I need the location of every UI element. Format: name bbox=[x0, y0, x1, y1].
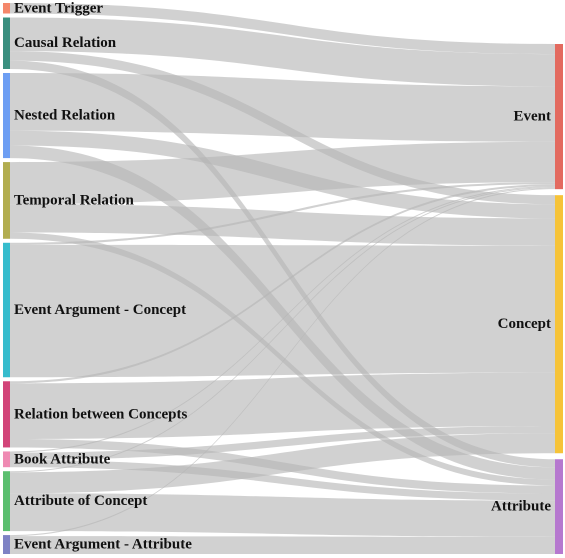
source-label-event-trigger: Event Trigger bbox=[14, 0, 103, 16]
source-node-causal-relation bbox=[3, 17, 10, 69]
target-label-attribute: Attribute bbox=[491, 499, 551, 515]
sankey-labels: Event Trigger Causal Relation Nested Relat… bbox=[14, 0, 551, 552]
target-node-concept bbox=[555, 195, 563, 454]
link-relation-between-concepts-to-concept bbox=[10, 372, 555, 440]
source-node-event-argument-attribute bbox=[3, 535, 10, 554]
target-label-concept: Concept bbox=[498, 316, 551, 332]
link-attribute-of-concept-to-attribute bbox=[10, 493, 555, 537]
source-label-event-argument-concept: Event Argument - Concept bbox=[14, 302, 186, 318]
source-label-book-attribute: Book Attribute bbox=[14, 451, 111, 467]
source-node-attribute-of-concept bbox=[3, 471, 10, 532]
source-node-book-attribute bbox=[3, 451, 10, 468]
link-event-argument-concept-to-event bbox=[10, 182, 555, 245]
source-label-attribute-of-concept: Attribute of Concept bbox=[14, 493, 147, 509]
source-label-event-argument-attribute: Event Argument - Attribute bbox=[14, 537, 192, 553]
link-book-attribute-to-event bbox=[10, 186, 555, 453]
link-book-attribute-to-concept bbox=[10, 426, 555, 460]
target-node-event bbox=[555, 44, 563, 190]
link-event-argument-attribute-to-attribute bbox=[10, 536, 555, 554]
source-node-nested-relation bbox=[3, 72, 10, 159]
source-label-causal-relation: Causal Relation bbox=[14, 35, 117, 51]
source-node-event-trigger bbox=[3, 3, 10, 14]
source-label-temporal-relation: Temporal Relation bbox=[14, 192, 135, 208]
link-event-argument-concept-to-concept bbox=[10, 244, 555, 378]
link-nested-relation-to-event bbox=[10, 72, 555, 142]
source-node-event-argument-concept bbox=[3, 242, 10, 378]
link-event-argument-attribute-to-event bbox=[10, 188, 555, 537]
link-causal-relation-to-event bbox=[10, 17, 555, 87]
source-label-relation-between-concepts: Relation between Concepts bbox=[14, 406, 187, 422]
sankey-nodes bbox=[3, 3, 563, 554]
target-label-event: Event bbox=[514, 109, 552, 125]
link-temporal-relation-to-event bbox=[10, 141, 555, 205]
link-attribute-of-concept-to-event bbox=[10, 187, 555, 473]
source-node-temporal-relation bbox=[3, 162, 10, 239]
source-label-nested-relation: Nested Relation bbox=[14, 108, 116, 124]
link-attribute-of-concept-to-concept bbox=[10, 433, 555, 494]
source-node-relation-between-concepts bbox=[3, 381, 10, 448]
link-event-trigger-to-event bbox=[10, 3, 555, 55]
target-node-attribute bbox=[555, 459, 563, 554]
link-relation-between-concepts-to-event bbox=[10, 184, 555, 384]
sankey-links bbox=[10, 3, 555, 554]
link-temporal-relation-to-concept bbox=[10, 204, 555, 246]
